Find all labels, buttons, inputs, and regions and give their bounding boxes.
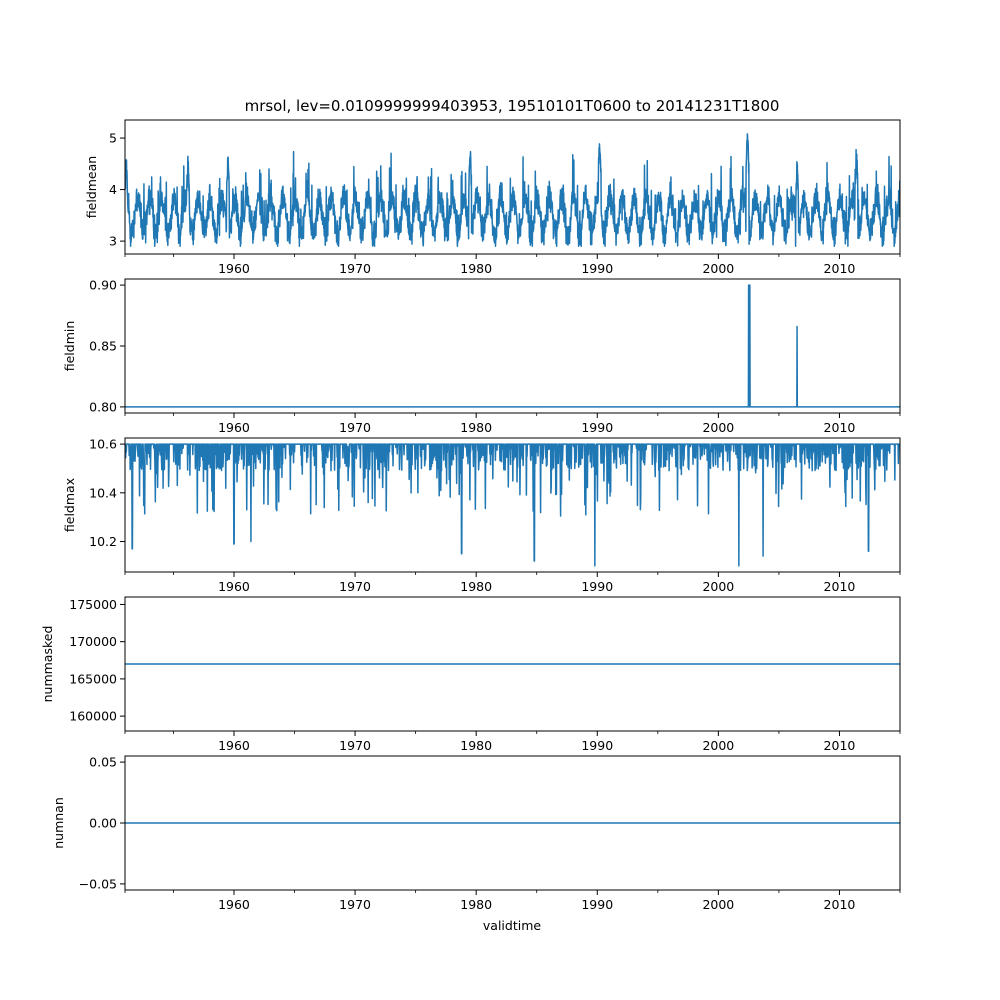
- axes-frame-fieldmean: [124, 119, 901, 255]
- x-tick-label-fieldmin: 1970: [339, 420, 371, 435]
- series-line-fieldmean: [125, 133, 900, 248]
- y-tick-label-fieldmax: 10.6: [89, 437, 117, 452]
- y-axis-label-fieldmin: fieldmin: [62, 321, 77, 372]
- panel-fieldmean: 1960 1970 1980 1990 2000 2010 3 4 5 fieldmean: [84, 119, 901, 276]
- x-tick-label-nummasked: 2000: [702, 738, 734, 753]
- y-tick-label-numnan: 0.00: [89, 816, 117, 831]
- x-tick-label-nummasked: 1970: [339, 738, 371, 753]
- x-tick-label-fieldmax: 1960: [218, 579, 250, 594]
- y-tick-label-nummasked: 160000: [69, 709, 117, 724]
- panel-nummasked: 1960 1970 1980 1990 2000 2010 160000 165000 1700…: [40, 596, 901, 753]
- axes-frame-fieldmax: [124, 437, 901, 573]
- x-axis-label: validtime: [483, 918, 541, 933]
- y-tick-label-fieldmin: 0.85: [89, 339, 117, 354]
- y-tick-label-fieldmean: 3: [109, 234, 117, 249]
- y-axis-label-nummasked: nummasked: [40, 626, 55, 703]
- x-tick-label-numnan: 2010: [824, 897, 856, 912]
- y-tick-label-fieldmin: 0.80: [89, 399, 117, 414]
- y-tick-label-fieldmax: 10.4: [89, 485, 117, 500]
- x-tick-label-fieldmin: 1960: [218, 420, 250, 435]
- axes-frame-nummasked: [124, 596, 901, 732]
- x-tick-label-fieldmax: 1990: [581, 579, 613, 594]
- x-tick-label-nummasked: 2010: [824, 738, 856, 753]
- x-tick-label-fieldmean: 1970: [339, 261, 371, 276]
- y-tick-label-numnan: 0.05: [89, 755, 117, 770]
- chart-title: mrsol, lev=0.0109999999403953, 19510101T…: [245, 97, 780, 115]
- x-tick-label-fieldmean: 2000: [702, 261, 734, 276]
- panels: 1960 1970 1980 1990 2000 2010345fieldmean1960…: [40, 119, 901, 912]
- y-axis-label-numnan: numnan: [51, 797, 66, 849]
- y-tick-label-nummasked: 165000: [69, 671, 117, 686]
- x-tick-label-nummasked: 1980: [460, 738, 492, 753]
- x-tick-label-numnan: 1980: [460, 897, 492, 912]
- series-line-fieldmin: [125, 284, 900, 408]
- y-tick-label-fieldmin: 0.90: [89, 278, 117, 293]
- x-tick-label-numnan: 2000: [702, 897, 734, 912]
- y-tick-label-fieldmean: 5: [109, 131, 117, 146]
- x-tick-label-fieldmin: 2000: [702, 420, 734, 435]
- y-tick-label-fieldmean: 4: [109, 182, 117, 197]
- panel-numnan: 1960 1970 1980 1990 2000 2010 −0.05 0.00 0.05 num…: [51, 755, 901, 912]
- x-tick-label-numnan: 1990: [581, 897, 613, 912]
- x-tick-label-numnan: 1960: [218, 897, 250, 912]
- x-tick-label-fieldmax: 1970: [339, 579, 371, 594]
- series-line-fieldmax: [125, 443, 900, 567]
- y-tick-label-numnan: −0.05: [79, 876, 117, 891]
- y-axis-label-fieldmax: fieldmax: [62, 478, 77, 532]
- x-tick-label-nummasked: 1990: [581, 738, 613, 753]
- x-tick-label-fieldmin: 1990: [581, 420, 613, 435]
- x-tick-label-nummasked: 1960: [218, 738, 250, 753]
- x-tick-label-fieldmean: 1980: [460, 261, 492, 276]
- x-tick-label-fieldmean: 1990: [581, 261, 613, 276]
- y-tick-label-fieldmax: 10.2: [89, 534, 117, 549]
- x-tick-label-fieldmean: 2010: [824, 261, 856, 276]
- x-tick-label-fieldmean: 1960: [218, 261, 250, 276]
- x-tick-label-fieldmin: 2010: [824, 420, 856, 435]
- x-tick-label-numnan: 1970: [339, 897, 371, 912]
- x-tick-label-fieldmax: 2000: [702, 579, 734, 594]
- y-tick-label-nummasked: 175000: [69, 597, 117, 612]
- y-tick-label-nummasked: 170000: [69, 634, 117, 649]
- y-axis-label-fieldmean: fieldmean: [84, 156, 99, 218]
- x-tick-label-fieldmin: 1980: [460, 420, 492, 435]
- panel-fieldmax: 1960 1970 1980 1990 2000 2010 10.2 10.4 10.6 fiel…: [62, 437, 901, 594]
- panel-fieldmin: 1960 1970 1980 1990 2000 2010 0.80 0.85 0.90 fiel…: [62, 278, 901, 435]
- x-tick-label-fieldmax: 2010: [824, 579, 856, 594]
- x-tick-label-fieldmax: 1980: [460, 579, 492, 594]
